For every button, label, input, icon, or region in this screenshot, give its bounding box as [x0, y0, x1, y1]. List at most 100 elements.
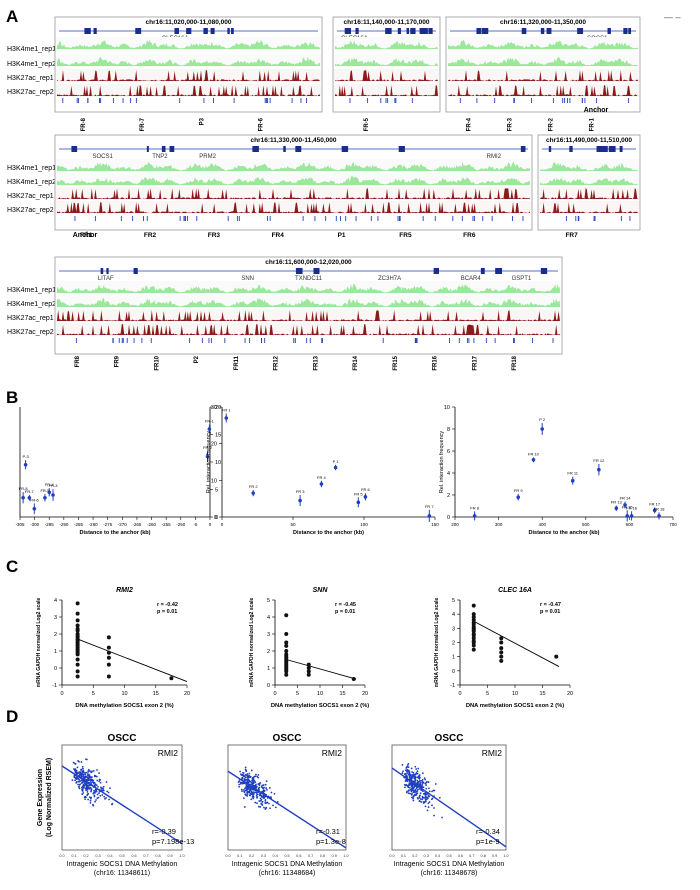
- data-point: [248, 772, 251, 775]
- gene-exon: [169, 146, 175, 152]
- gene-exon: [570, 146, 573, 152]
- data-point: [75, 770, 78, 772]
- data-point: [351, 677, 356, 682]
- data-point: [75, 669, 80, 674]
- gene-label: GSPT1: [512, 276, 532, 282]
- data-point: [240, 788, 243, 791]
- gene-exon: [540, 268, 548, 274]
- fragment-label: FR-2: [548, 117, 554, 131]
- data-point: [426, 809, 429, 812]
- data-point: [73, 770, 76, 772]
- x-tick-label: 0.4: [107, 854, 112, 858]
- data-point: [264, 801, 267, 804]
- data-point: [424, 800, 427, 803]
- data-point: [306, 662, 311, 667]
- window-coordinate: chr16:11,490,000-11,510,000: [546, 137, 632, 144]
- data-point: [306, 669, 311, 674]
- data-point: [257, 787, 260, 790]
- x-tick-label: -305: [15, 522, 25, 527]
- data-point: [256, 793, 259, 796]
- data-point: [433, 814, 436, 817]
- data-point: [426, 780, 428, 783]
- y-tick-label: 20: [211, 442, 217, 448]
- point-label: FR 14: [620, 496, 632, 501]
- point-label: FR 17: [649, 501, 661, 506]
- y-tick-label: 2: [452, 641, 455, 647]
- gene-exon: [609, 146, 615, 152]
- h3k27ac-signal: [57, 310, 560, 321]
- data-point: [81, 765, 84, 768]
- data-point: [78, 772, 81, 774]
- x-tick-label: 100: [360, 522, 368, 527]
- y-tick-label: 3: [267, 632, 270, 638]
- y-axis-label: mRNA GAPDH normalized Log2 scale: [249, 598, 255, 688]
- data-point: [412, 796, 414, 799]
- data-point: [75, 601, 80, 606]
- data-point: [100, 787, 103, 790]
- point-label: FR 5: [354, 491, 363, 496]
- data-point: [82, 783, 85, 786]
- y-tick-label: 5: [267, 598, 270, 604]
- browser-window: chr16:11,330,000-11,450,000 SOCS1 TNP2 PRM2…: [54, 134, 533, 231]
- y-tick-label: 15: [215, 433, 221, 439]
- data-point: [75, 623, 80, 628]
- h3k4me1-signal: [540, 177, 638, 185]
- gene-label: RMI2: [322, 748, 343, 758]
- x-tick-label: -5: [193, 522, 197, 527]
- track-label: H3K4me1_rep1: [7, 165, 56, 172]
- gene-label: TXNDC11: [295, 276, 323, 282]
- x-tick-label: 0.1: [401, 854, 406, 858]
- track-background: [334, 69, 439, 82]
- panel-letter-d: D: [6, 707, 18, 726]
- data-point: [411, 792, 413, 795]
- data-point: [570, 478, 575, 483]
- data-point: [78, 787, 81, 790]
- gene-exon: [227, 28, 230, 34]
- data-point: [102, 789, 105, 792]
- data-point: [244, 787, 246, 790]
- fragment-label: FR9: [115, 355, 121, 367]
- data-point: [259, 806, 262, 808]
- data-point: [245, 774, 248, 777]
- x-tick-label: 300: [495, 522, 503, 527]
- y-tick-label: 1: [452, 655, 455, 661]
- point-label: FR-1: [205, 419, 215, 424]
- data-point: [614, 506, 619, 511]
- data-point: [85, 778, 88, 781]
- data-point: [410, 782, 413, 785]
- data-point: [421, 780, 424, 783]
- h3k27ac-signal: [335, 70, 438, 81]
- data-point: [242, 771, 245, 774]
- track-label: H3K4me1_rep1: [7, 46, 56, 53]
- h3k4me1-signal: [448, 56, 638, 66]
- data-point: [431, 790, 433, 793]
- data-point: [75, 771, 78, 774]
- x-tick-label: 0: [273, 691, 276, 697]
- gene-exon: [210, 28, 215, 34]
- data-point: [255, 773, 257, 776]
- data-point: [259, 797, 262, 800]
- data-point: [252, 797, 255, 800]
- correlation-plot-snn: SNN 0 1 2 3 4 5 0 5 10 15 20 DNA methylation SOCS1 e…: [249, 587, 369, 709]
- plot-title: OSCC: [273, 733, 302, 744]
- data-point: [257, 773, 260, 776]
- oscc-plot-1: OSCC RMI2 0.0 0.1 0.2 0.3 0.4 0.5 0.6 0.7 0.8 0.9 1.…: [37, 733, 194, 877]
- track-labels-row3: H3K4me1_rep1 H3K4me1_rep2 H3K27ac_rep1 H…: [7, 287, 56, 336]
- x-tick-label: 0.1: [71, 854, 76, 858]
- y-axis-label: mRNA GAPDH normalized Log2 scale: [36, 598, 42, 688]
- fragment-label: FR13: [313, 355, 319, 370]
- point-label: FR-4: [45, 482, 55, 487]
- data-point: [264, 783, 267, 786]
- data-point: [78, 784, 81, 786]
- data-point: [415, 787, 418, 790]
- data-point: [98, 792, 100, 794]
- data-point: [84, 796, 87, 799]
- data-point: [75, 674, 80, 679]
- data-point: [261, 800, 264, 803]
- anchor-label: Anchor: [73, 232, 98, 239]
- point-label: FR-6: [30, 497, 40, 502]
- data-point: [105, 781, 108, 783]
